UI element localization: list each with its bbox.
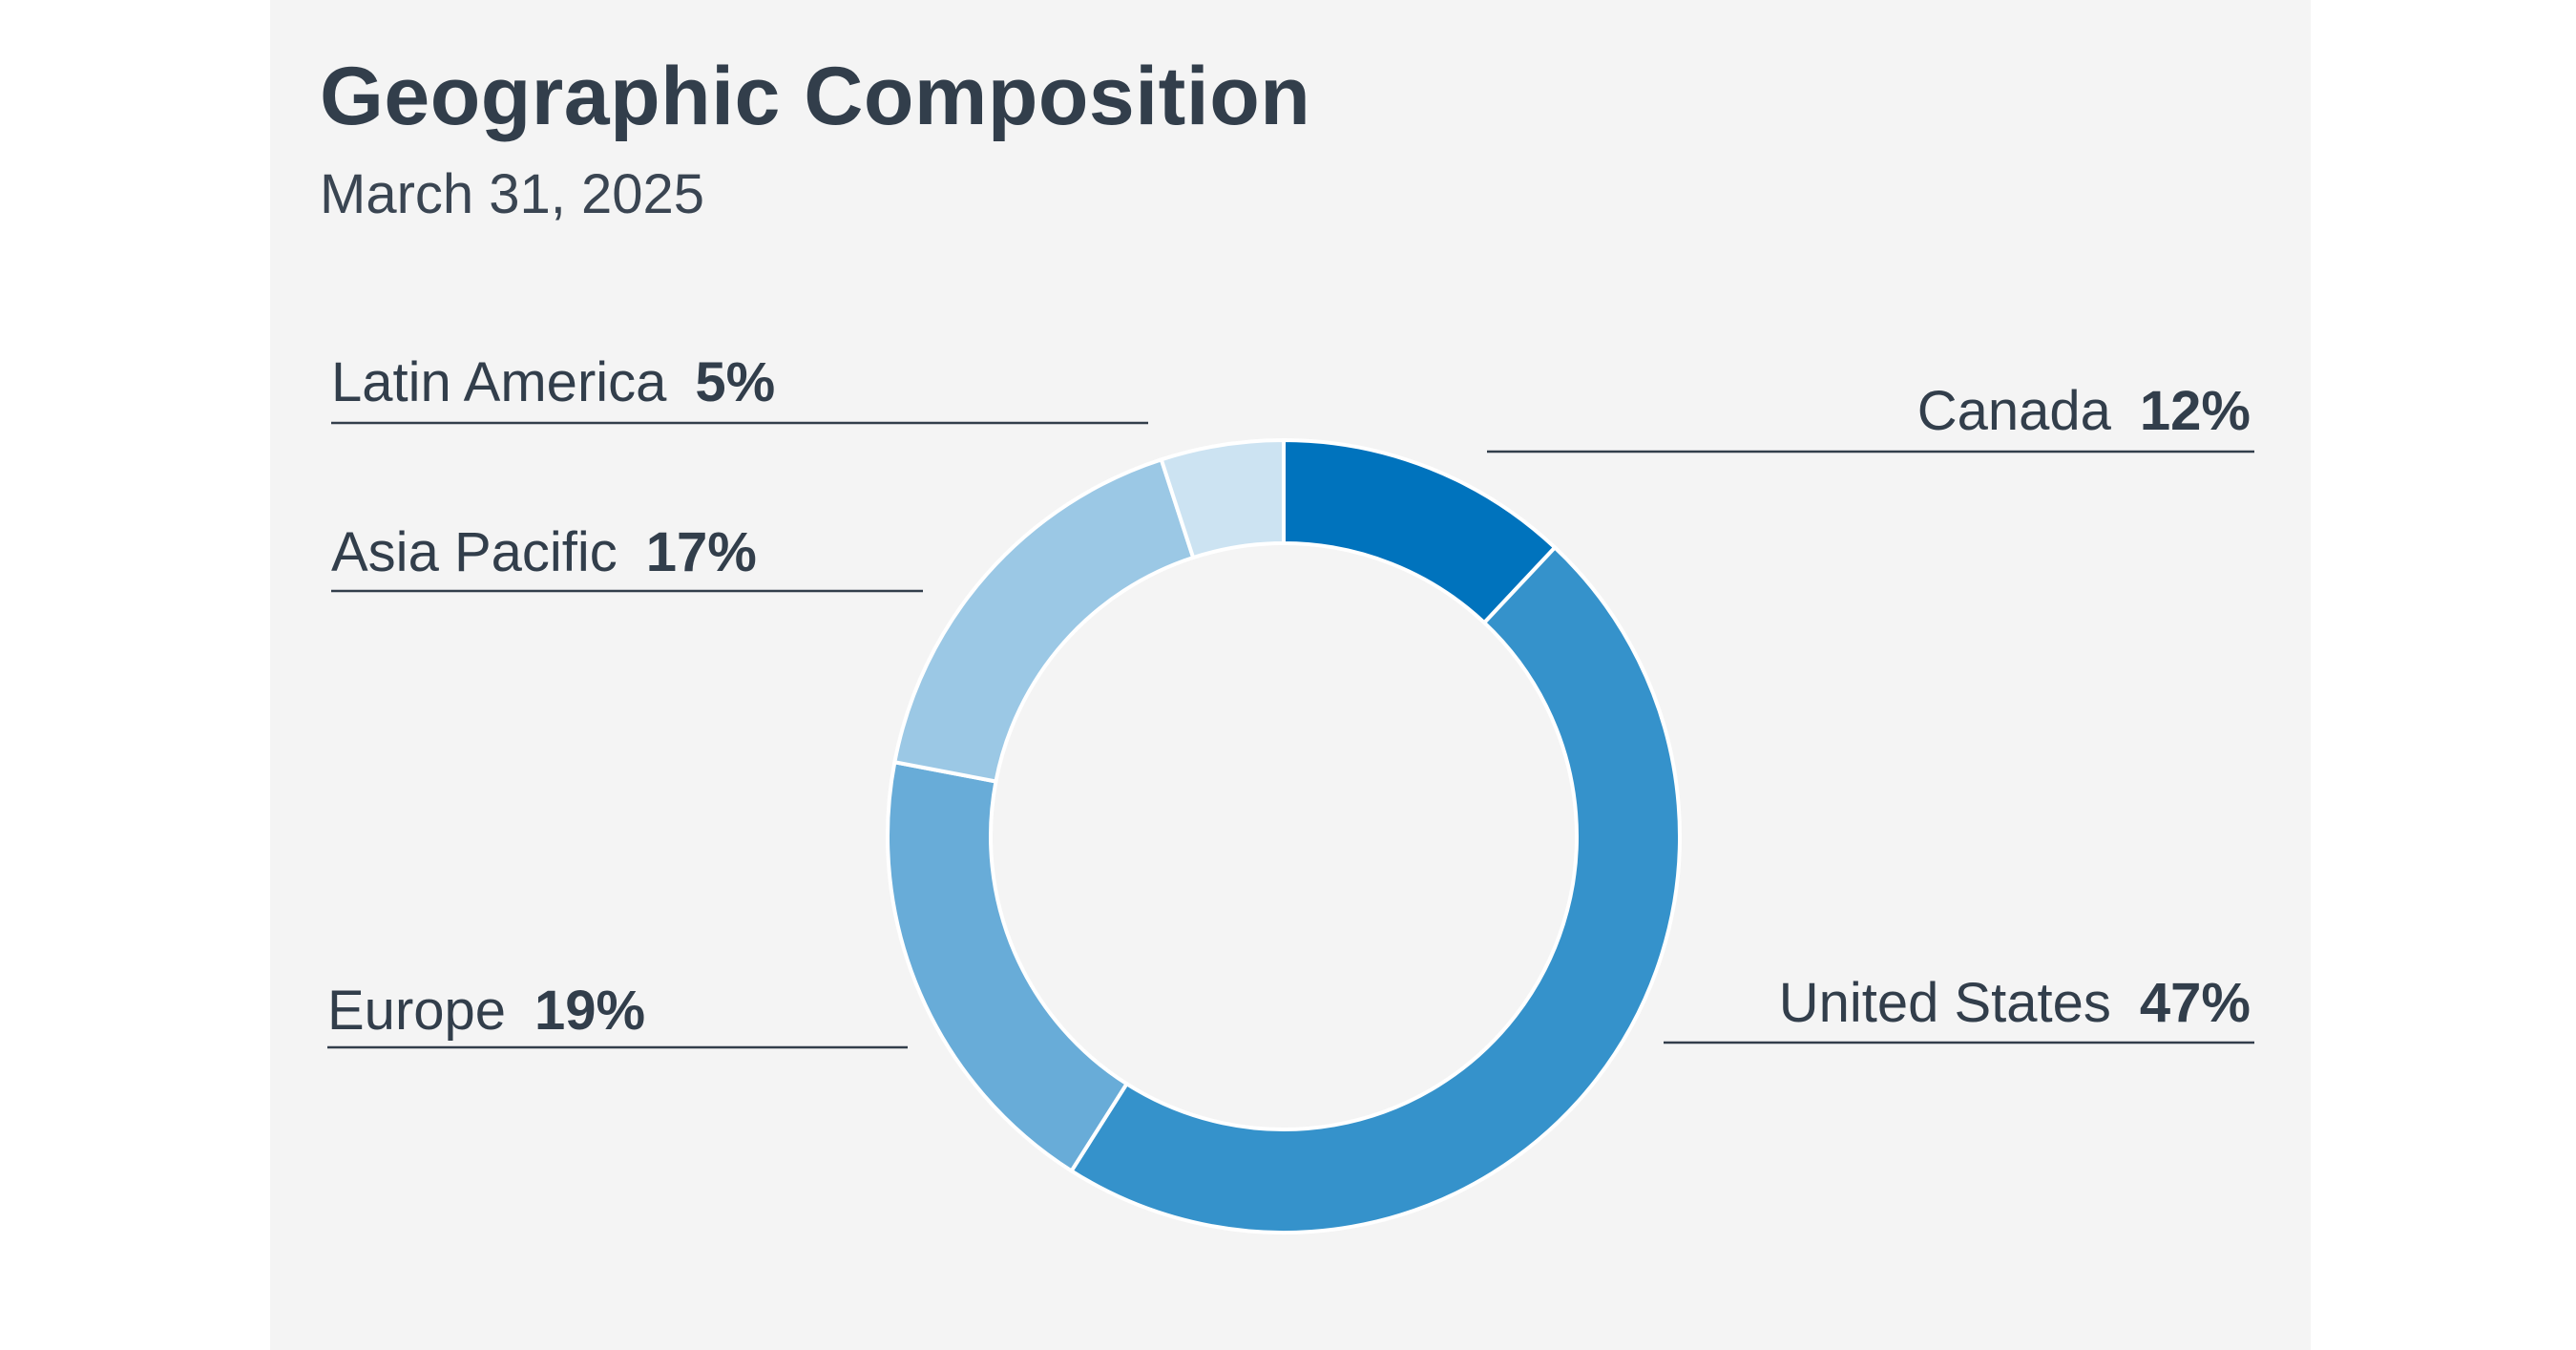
donut-slices bbox=[886, 437, 1683, 1235]
label-name-asia-pacific: Asia Pacific bbox=[331, 521, 618, 583]
slice-europe bbox=[886, 759, 1130, 1174]
label-name-united-states: United States bbox=[1779, 972, 2111, 1034]
label-united-states: United States 47% bbox=[1779, 972, 2251, 1034]
chart-title: Geographic Composition bbox=[320, 51, 1311, 142]
label-name-europe: Europe bbox=[327, 980, 506, 1042]
slice-asia-pacific bbox=[892, 456, 1196, 784]
label-name-canada: Canada bbox=[1917, 380, 2112, 442]
label-europe: Europe 19% bbox=[327, 980, 645, 1042]
label-value-asia-pacific: 17% bbox=[646, 521, 757, 583]
label-value-united-states: 47% bbox=[2140, 972, 2251, 1034]
label-value-canada: 12% bbox=[2140, 380, 2251, 442]
chart-subtitle: March 31, 2025 bbox=[320, 163, 705, 225]
label-canada: Canada 12% bbox=[1917, 380, 2251, 442]
slice-latin-america bbox=[1159, 437, 1286, 560]
label-latin-america: Latin America 5% bbox=[331, 351, 775, 413]
label-value-europe: 19% bbox=[534, 980, 645, 1042]
slice-united-states bbox=[1068, 544, 1683, 1235]
slice-labels: Canada 12% United States 47% Europe 19% Asia P… bbox=[327, 351, 2254, 1049]
label-asia-pacific: Asia Pacific 17% bbox=[331, 521, 757, 583]
label-value-latin-america: 5% bbox=[695, 351, 775, 413]
label-name-latin-america: Latin America bbox=[331, 351, 667, 413]
chart-panel bbox=[270, 0, 2311, 1350]
